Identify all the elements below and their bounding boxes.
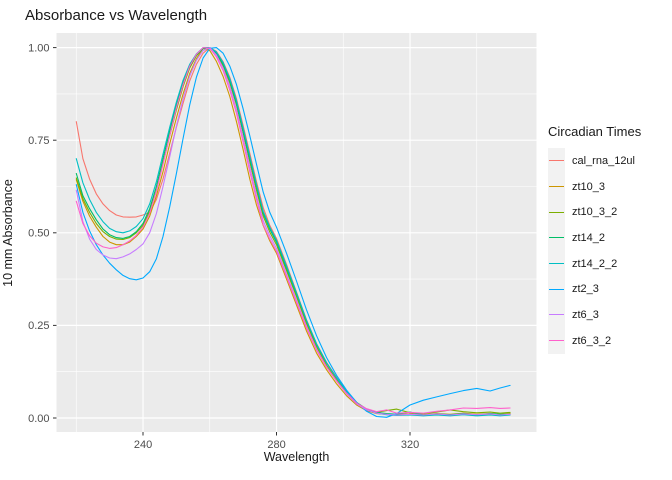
legend-item-zt10_3_2: zt10_3_2 [548,199,641,226]
legend-item-label: zt14_2 [572,231,606,244]
legend-key-swatch [548,302,565,328]
x-axis-title: Wavelength [263,450,330,464]
y-tick-label: 1.00 [28,42,49,54]
legend-item-zt6_3: zt6_3 [548,302,641,328]
legend-key-swatch [548,225,565,251]
y-tick-label: 0.75 [28,135,49,147]
legend-key-swatch [548,173,565,200]
legend-key-line [549,186,564,188]
y-tick-label: 0.25 [28,320,49,332]
legend-item-label: zt2_3 [572,283,599,296]
legend-items: cal_rna_12ul zt10_3 zt10_3_2 zt14_2 zt14_2_2… [548,148,641,354]
legend-item-zt14_2: zt14_2 [548,225,641,251]
series-line-zt2_3 [75,47,511,418]
legend-item-zt10_3: zt10_3 [548,173,641,200]
legend-item-label: zt6_3 [572,308,599,321]
legend-item-label: zt14_2_2 [572,257,618,270]
legend-key-line [549,263,564,265]
y-axis-title: 10 mm Absorbance [1,179,15,287]
legend-key-line [549,314,564,316]
legend-key-swatch [548,276,565,303]
legend-key-line [549,160,564,162]
legend-item-label: cal_rna_12ul [572,154,635,167]
legend-item-zt2_3: zt2_3 [548,276,641,303]
x-tick-label: 320 [401,439,419,451]
legend-item-label: zt6_3_2 [572,334,612,347]
y-tick-label: 0.00 [28,413,49,425]
legend-key-line [549,288,564,290]
legend: Circadian Times cal_rna_12ul zt10_3 zt10_3… [548,124,641,354]
legend-key-swatch [548,250,565,277]
chart-title: Absorbance vs Wavelength [25,7,208,24]
legend-key-swatch [548,148,565,174]
legend-item-label: zt10_3_2 [572,206,618,219]
legend-key-line [549,340,564,342]
legend-key-line [549,237,564,239]
legend-title: Circadian Times [548,124,642,139]
y-tick-label: 0.50 [28,228,49,240]
legend-item-zt6_3_2: zt6_3_2 [548,327,641,354]
x-tick-label: 240 [134,439,152,451]
legend-item-label: zt10_3 [572,180,606,193]
legend-key-line [549,211,564,213]
series-line-zt6_3_2 [75,47,511,414]
series-line-zt6_3 [75,47,511,416]
legend-item-cal_rna_12ul: cal_rna_12ul [548,148,641,174]
legend-item-zt14_2_2: zt14_2_2 [548,250,641,277]
legend-key-swatch [548,199,565,226]
series-line-zt10_3_2 [75,47,511,415]
x-tick-label: 280 [267,439,285,451]
legend-key-swatch [548,327,565,354]
